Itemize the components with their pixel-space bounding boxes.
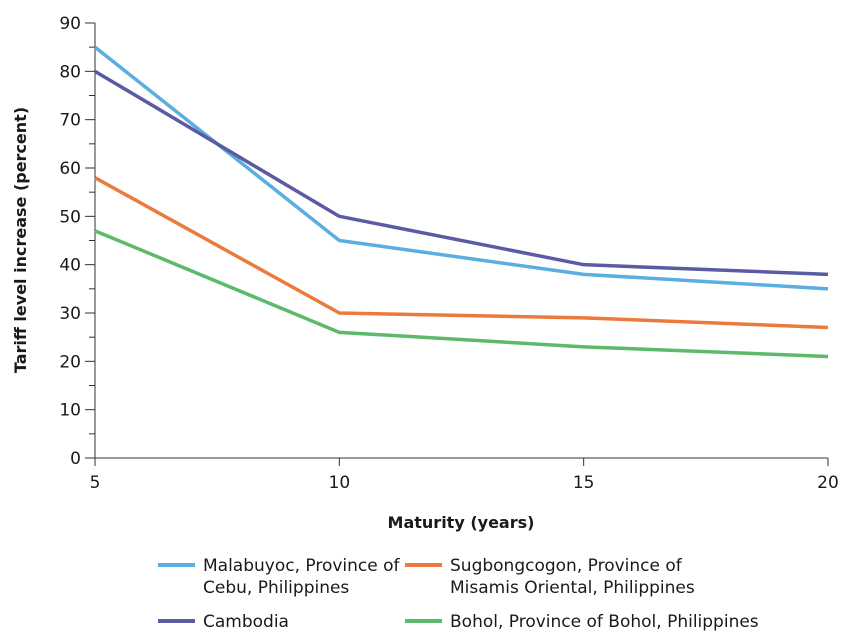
series-lines (93, 45, 829, 359)
y-tick-label: 20 (59, 352, 81, 372)
legend-label-line: Sugbongcogon, Province of (450, 556, 683, 576)
y-tick-label: 50 (59, 207, 81, 227)
y-tick-label: 80 (59, 62, 81, 82)
y-tick-label: 60 (59, 159, 81, 179)
y-tick-label: 30 (59, 304, 81, 324)
legend-label-line: Malabuyoc, Province of (203, 556, 401, 576)
y-tick-label: 90 (59, 14, 81, 34)
y-axis-title: Tariff level increase (percent) (11, 107, 30, 373)
x-tick-label: 5 (90, 473, 101, 493)
legend-label-line: Cambodia (203, 612, 289, 632)
y-tick-label: 0 (70, 449, 81, 469)
x-tick-label: 10 (329, 473, 351, 493)
x-tick-label: 20 (817, 473, 839, 493)
legend-label-line: Misamis Oriental, Philippines (450, 578, 695, 598)
legend-label: Malabuyoc, Province of Cebu, Philippines (203, 556, 401, 598)
axes: 0 10 20 30 40 50 60 70 80 90 5 10 15 20 (59, 14, 838, 493)
legend-label: Bohol, Province of Bohol, Philippines (450, 612, 759, 632)
x-tick-label: 15 (573, 473, 595, 493)
x-axis-title: Maturity (years) (388, 513, 535, 532)
y-tick-label: 70 (59, 111, 81, 131)
legend-label: Sugbongcogon, Province of Misamis Orienta… (450, 556, 695, 598)
y-tick-label: 10 (59, 401, 81, 421)
y-tick-label: 40 (59, 256, 81, 276)
series-line (94, 176, 829, 330)
series-line (93, 45, 829, 291)
legend-label-line: Bohol, Province of Bohol, Philippines (450, 612, 759, 632)
legend-label: Cambodia (203, 612, 289, 632)
series-line (94, 229, 829, 359)
legend: Malabuyoc, Province of Cebu, PhilippinesC… (158, 556, 759, 632)
series-line (94, 69, 829, 277)
legend-label-line: Cebu, Philippines (203, 578, 349, 598)
